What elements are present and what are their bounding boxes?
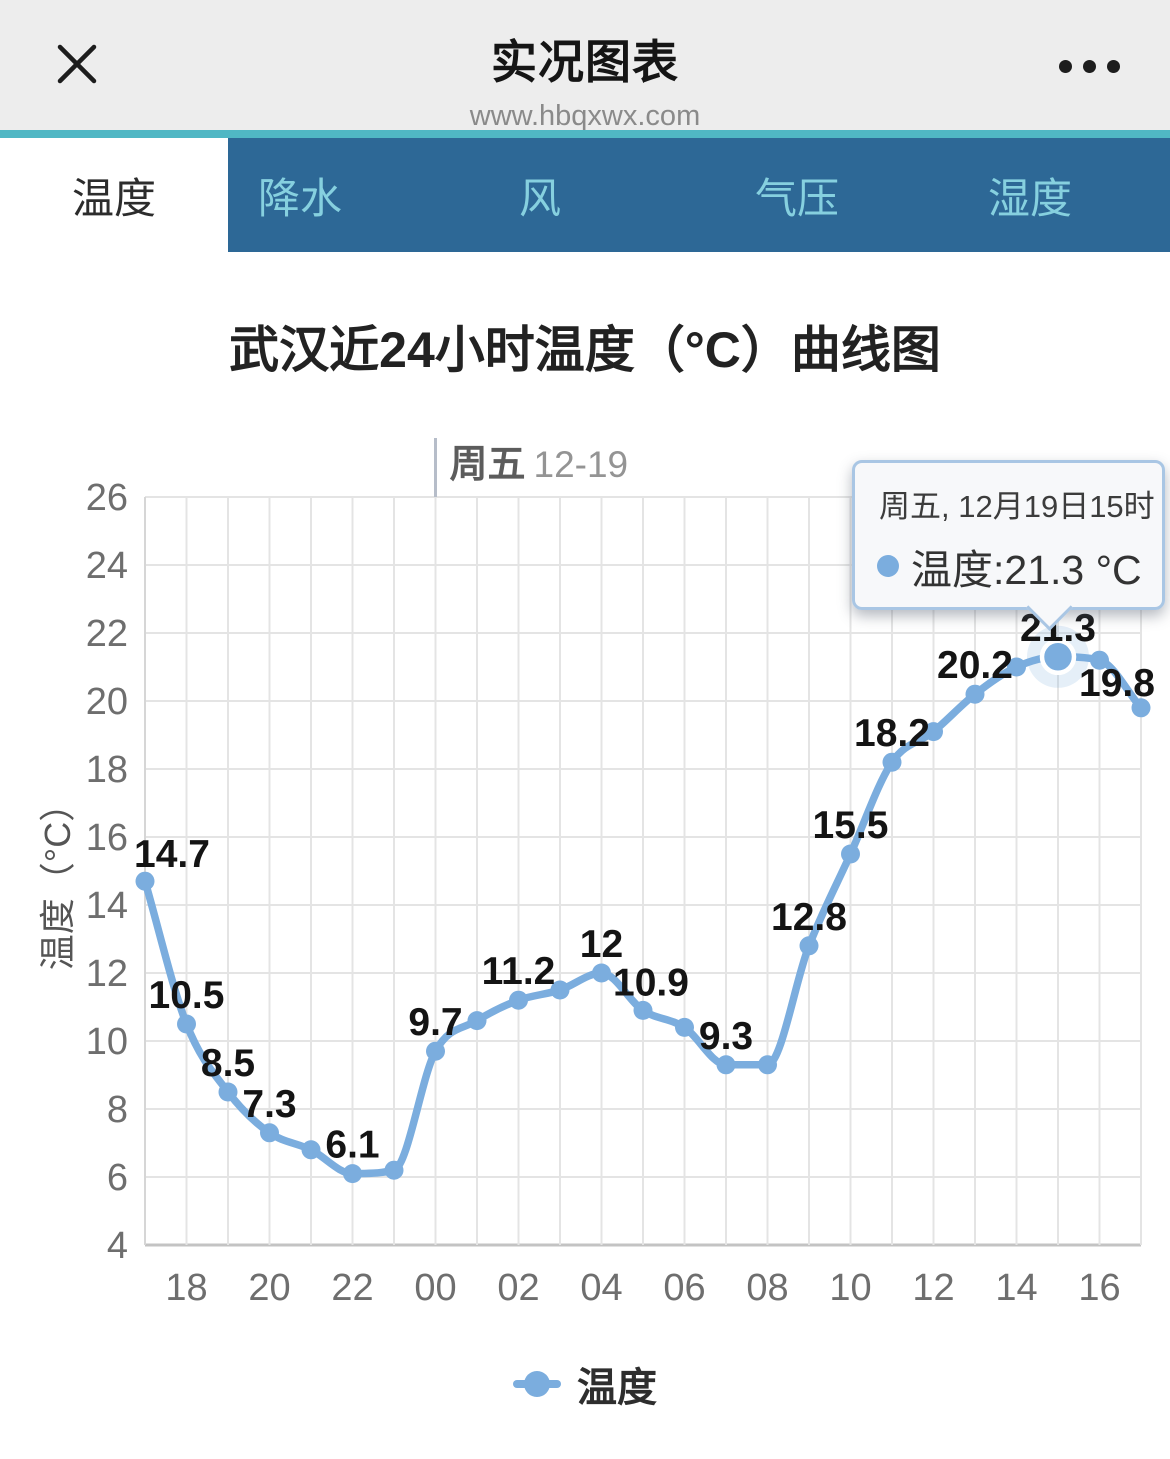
close-icon — [48, 35, 112, 93]
tooltip-title: 周五, 12月19日15时 — [879, 489, 1155, 524]
data-label: 7.3 — [242, 1083, 296, 1126]
tab-bar: 温度 降水 风 气压 湿度 — [0, 138, 1170, 252]
y-tick-label: 6 — [107, 1157, 128, 1199]
y-tick-label: 16 — [86, 817, 128, 859]
data-point[interactable] — [1131, 698, 1151, 718]
y-tick-label: 12 — [86, 953, 128, 995]
page-url: www.hbqxwx.com — [469, 100, 701, 132]
data-label: 8.5 — [201, 1042, 255, 1085]
data-point[interactable] — [758, 1055, 777, 1075]
series-dot-icon — [877, 555, 899, 577]
data-point[interactable] — [1090, 650, 1109, 670]
data-label: 15.5 — [813, 804, 889, 847]
legend-item-temperature[interactable]: 温度 — [0, 1358, 1170, 1410]
data-label: 11.2 — [482, 950, 556, 993]
data-point[interactable] — [550, 980, 570, 1000]
y-tick-label: 18 — [86, 749, 128, 791]
tab-precipitation[interactable]: 降水 — [257, 174, 343, 222]
chart-title: 武汉近24小时温度（°C）曲线图 — [229, 321, 941, 378]
tab-pressure[interactable]: 气压 — [754, 174, 840, 222]
tab-humidity[interactable]: 湿度 — [987, 174, 1073, 222]
data-point[interactable] — [592, 963, 611, 983]
data-label: 10.5 — [149, 974, 225, 1017]
data-point[interactable] — [1007, 657, 1026, 677]
y-tick-label: 8 — [107, 1089, 128, 1131]
data-label: 19.8 — [1079, 662, 1155, 705]
close-button[interactable] — [48, 32, 112, 96]
data-label: 12.8 — [771, 896, 847, 939]
tooltip-value: 温度:21.3 °C — [911, 547, 1142, 593]
more-menu-icon — [1048, 60, 1120, 76]
data-point[interactable] — [633, 1000, 653, 1020]
data-label: 6.1 — [325, 1124, 379, 1167]
data-point[interactable] — [716, 1055, 736, 1075]
x-tick-label: 04 — [580, 1267, 622, 1309]
data-label: 18.2 — [854, 712, 930, 755]
data-point[interactable] — [426, 1041, 445, 1061]
x-tick-label: 16 — [1078, 1267, 1120, 1309]
highlighted-data-point[interactable] — [1039, 638, 1077, 676]
titlebar-text: 实况图表 www.hbqxwx.com — [0, 0, 1170, 133]
day-marker-date: 12-19 — [534, 444, 629, 485]
titlebar: 实况图表 www.hbqxwx.com — [0, 0, 1170, 133]
data-label: 14.7 — [134, 833, 210, 876]
data-point[interactable] — [882, 752, 902, 772]
tab-wind[interactable]: 风 — [518, 174, 562, 222]
y-tick-label: 10 — [86, 1021, 128, 1063]
y-tick-label: 4 — [107, 1225, 128, 1267]
temperature-chart[interactable]: 周五 12-19 4 6 8 10 12 14 16 18 20 22 24 26 18 20 22 00 02 04… — [0, 420, 1170, 1320]
data-point[interactable] — [343, 1164, 362, 1184]
data-point[interactable] — [924, 722, 943, 742]
x-tick-label: 14 — [995, 1267, 1037, 1309]
x-tick-label: 10 — [829, 1267, 871, 1309]
data-point[interactable] — [135, 871, 155, 891]
data-point[interactable] — [509, 990, 528, 1010]
data-label: 10.9 — [613, 961, 689, 1004]
tab-temperature[interactable]: 温度 — [0, 138, 228, 252]
page-title: 实况图表 — [491, 36, 679, 88]
x-tick-label: 02 — [497, 1267, 539, 1309]
data-point[interactable] — [799, 936, 819, 956]
data-point[interactable] — [260, 1123, 279, 1143]
y-tick-label: 20 — [86, 681, 128, 723]
y-axis-title: 温度（°C） — [37, 786, 78, 970]
data-point[interactable] — [384, 1160, 404, 1180]
data-point[interactable] — [841, 844, 860, 864]
more-menu-button[interactable] — [1042, 54, 1126, 82]
data-label: 9.7 — [408, 1001, 462, 1044]
x-tick-label: 18 — [165, 1267, 207, 1309]
data-label: 12 — [580, 923, 623, 966]
data-point[interactable] — [301, 1140, 321, 1160]
y-tick-label: 14 — [86, 885, 128, 927]
y-tick-label: 22 — [86, 613, 128, 655]
data-point[interactable] — [675, 1017, 694, 1037]
data-label: 9.3 — [699, 1015, 753, 1058]
chart-tooltip: 周五, 12月19日15时 温度:21.3 °C — [852, 460, 1165, 610]
x-tick-label: 08 — [746, 1267, 788, 1309]
data-point[interactable] — [218, 1082, 238, 1102]
legend-label: 温度 — [577, 1366, 657, 1410]
x-tick-label: 12 — [912, 1267, 954, 1309]
x-tick-label: 20 — [248, 1267, 290, 1309]
accent-divider — [0, 130, 1170, 138]
x-tick-label: 22 — [331, 1267, 373, 1309]
tooltip-row: 温度:21.3 °C — [877, 536, 1162, 596]
data-point[interactable] — [467, 1011, 487, 1031]
x-tick-label: 06 — [663, 1267, 705, 1309]
y-tick-label: 24 — [86, 545, 128, 587]
x-tick-label: 00 — [414, 1267, 456, 1309]
data-point[interactable] — [965, 684, 985, 704]
data-label: 20.2 — [937, 644, 1013, 687]
legend-marker-icon — [513, 1370, 561, 1398]
y-tick-label: 26 — [86, 477, 128, 519]
day-marker-weekday: 周五 — [450, 444, 526, 486]
data-point[interactable] — [177, 1014, 196, 1034]
